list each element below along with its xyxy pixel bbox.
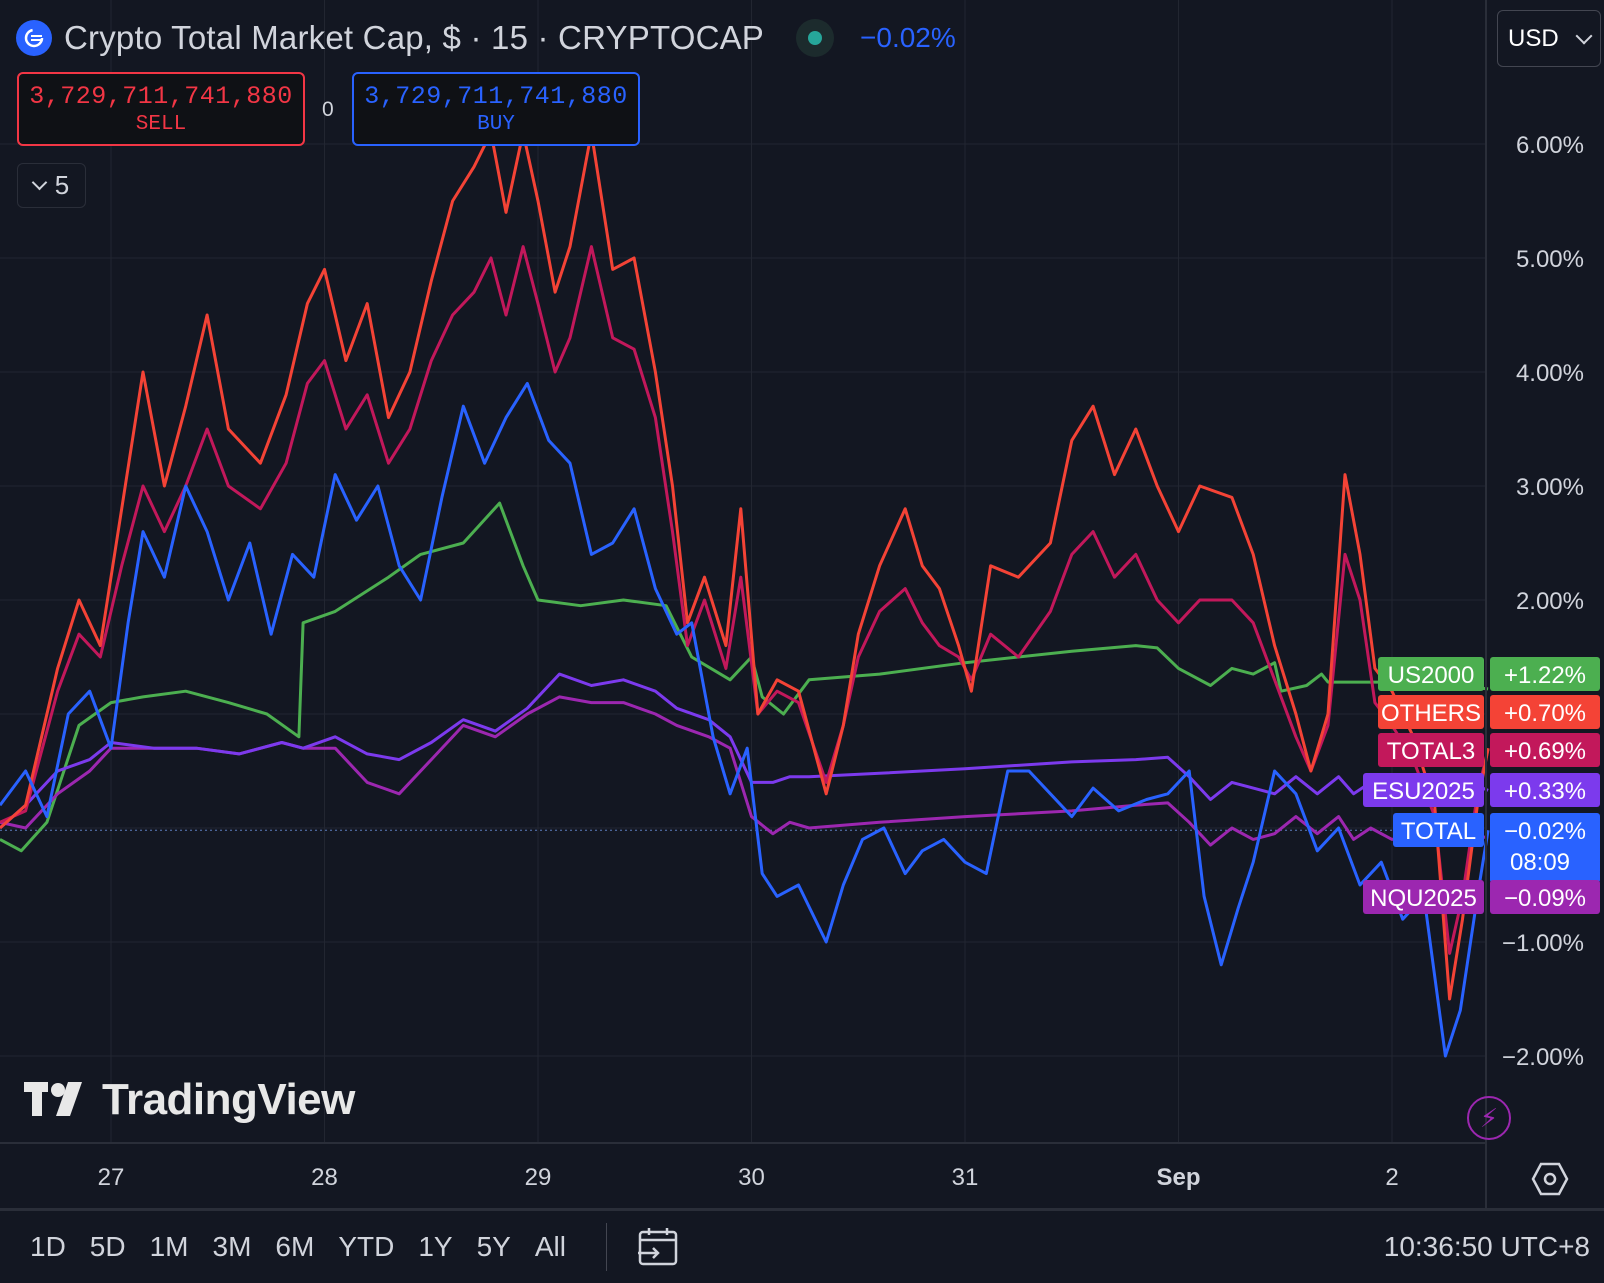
indicator-count: 5 — [54, 170, 70, 200]
series-last-value: −0.09% — [1504, 885, 1586, 912]
series-label-total3[interactable]: TOTAL3 +0.69% — [1378, 733, 1600, 767]
currency-value: USD — [1508, 24, 1559, 52]
series-name-tag — [1393, 813, 1484, 847]
series-line-nqu2025 — [0, 695, 1489, 847]
axes — [0, 0, 1487, 1208]
series-name: NQU2025 — [1370, 885, 1477, 912]
spread-value: 0 — [322, 98, 334, 121]
period-all-button[interactable]: All — [534, 1231, 566, 1262]
x-tick-label: 31 — [952, 1164, 979, 1191]
sell-button[interactable]: 3,729,711,741,880 SELL — [17, 72, 305, 146]
x-tick-label: 27 — [98, 1164, 125, 1191]
period-ytd-button[interactable]: YTD — [338, 1231, 395, 1262]
series-last-value: +0.33% — [1504, 778, 1586, 805]
series-line-us2000 — [0, 501, 1489, 853]
bottom-toolbar: 1D 5D 1M 3M 6M YTD 1Y 5Y All 10:36:50 UTC+8 — [0, 1208, 1604, 1283]
series-last-value: +1.22% — [1504, 662, 1586, 689]
price-change: −0.02% — [860, 22, 956, 53]
y-tick-label: −1.00% — [1502, 930, 1584, 957]
chevron-down-icon — [1575, 27, 1593, 44]
period-1d-button[interactable]: 1D — [30, 1231, 66, 1262]
series-value-tag — [1490, 695, 1600, 729]
series-value-tag — [1490, 657, 1600, 691]
y-tick-label: −2.00% — [1502, 1044, 1584, 1071]
lightning-icon[interactable]: ⚡ — [1467, 1096, 1511, 1140]
market-status-icon[interactable] — [796, 19, 835, 57]
series-last-value: +0.70% — [1504, 700, 1586, 727]
series-label-esu2025[interactable]: ESU2025 +0.33% — [1363, 773, 1600, 807]
series-name: TOTAL — [1401, 818, 1476, 845]
tradingview-watermark[interactable]: TradingView — [24, 1075, 355, 1125]
series-line-esu2025 — [0, 672, 1489, 830]
period-1y-button[interactable]: 1Y — [418, 1231, 453, 1262]
period-1m-button[interactable]: 1M — [149, 1231, 189, 1262]
series-name: ESU2025 — [1372, 778, 1475, 805]
series-name-tag — [1378, 695, 1484, 729]
buy-button[interactable]: 3,729,711,741,880 BUY — [352, 72, 640, 146]
series-name: OTHERS — [1381, 700, 1481, 727]
series-labels: US2000 +1.22% OTHERS +0.70% TOTAL3 +0.69% ESU2… — [1363, 657, 1600, 914]
x-tick-label: 28 — [311, 1164, 338, 1191]
x-tick-label: 2 — [1385, 1164, 1398, 1191]
series-label-others[interactable]: OTHERS +0.70% — [1378, 695, 1600, 729]
tradingview-logo-icon — [24, 1082, 82, 1116]
buy-price: 3,729,711,741,880 — [364, 82, 628, 111]
indicators-toggle-button[interactable]: 5 — [17, 163, 86, 208]
series-value-tag — [1490, 880, 1600, 914]
series-value-tag — [1490, 773, 1600, 807]
series-value-tag — [1490, 733, 1600, 767]
cryptocap-logo-icon — [16, 20, 52, 56]
period-5d-button[interactable]: 5D — [89, 1231, 126, 1262]
series-line-others — [0, 131, 1490, 1001]
grid-lines — [0, 0, 1486, 1143]
toolbar-divider — [606, 1223, 607, 1271]
series-label-total[interactable]: TOTAL −0.02% 08:09 — [1393, 813, 1600, 883]
currency-selector[interactable]: USD — [1497, 10, 1601, 67]
series-lines — [0, 131, 1490, 1058]
chevron-down-icon — [31, 174, 48, 191]
x-tick-label: 29 — [525, 1164, 552, 1191]
settings-icon[interactable] — [1531, 1160, 1569, 1198]
y-tick-label: 5.00% — [1516, 246, 1584, 273]
period-5y-button[interactable]: 5Y — [476, 1231, 511, 1262]
buy-label: BUY — [477, 113, 515, 136]
series-label-nqu2025[interactable]: NQU2025 −0.09% — [1363, 880, 1600, 914]
watermark-text: TradingView — [102, 1075, 355, 1124]
y-tick-label: 2.00% — [1516, 588, 1584, 615]
x-tick-label: 30 — [738, 1164, 765, 1191]
sell-price: 3,729,711,741,880 — [29, 82, 293, 111]
series-name: TOTAL3 — [1387, 738, 1475, 765]
series-last-value: −0.02% — [1504, 818, 1586, 845]
price-scale[interactable]: 6.00% 5.00% 4.00% 3.00% 2.00% −1.00% −2.00% — [1502, 132, 1584, 1071]
series-value-tag — [1490, 813, 1600, 883]
series-name-tag — [1378, 733, 1484, 767]
time-scale[interactable]: 27 28 29 30 31 Sep 2 — [98, 1164, 1399, 1191]
chart-header: Crypto Total Market Cap, $ · 15 · CRYPTO… — [16, 16, 956, 60]
y-tick-label: 6.00% — [1516, 132, 1584, 159]
series-line-total — [0, 381, 1490, 1058]
series-name-tag — [1378, 657, 1484, 691]
series-name: US2000 — [1388, 662, 1475, 689]
utc-clock[interactable]: 10:36:50 UTC+8 — [1383, 1231, 1590, 1262]
period-6m-button[interactable]: 6M — [275, 1231, 315, 1262]
chart-canvas[interactable]: 6.00% 5.00% 4.00% 3.00% 2.00% −1.00% −2.00% 27… — [0, 0, 1604, 1208]
x-tick-label: Sep — [1156, 1164, 1200, 1191]
period-3m-button[interactable]: 3M — [212, 1231, 252, 1262]
sell-label: SELL — [135, 113, 187, 136]
series-last-value: +0.69% — [1504, 738, 1586, 765]
symbol-title[interactable]: Crypto Total Market Cap, $ · 15 · CRYPTO… — [64, 19, 765, 56]
date-range-icon[interactable] — [636, 1225, 680, 1269]
y-tick-label: 3.00% — [1516, 474, 1584, 501]
countdown-timer: 08:09 — [1510, 849, 1570, 876]
y-tick-label: 4.00% — [1516, 360, 1584, 387]
period-buttons: 1D 5D 1M 3M 6M YTD 1Y 5Y All — [30, 1231, 590, 1263]
series-name-tag — [1363, 773, 1484, 807]
series-label-us2000[interactable]: US2000 +1.22% — [1378, 657, 1600, 691]
series-name-tag — [1363, 880, 1484, 914]
